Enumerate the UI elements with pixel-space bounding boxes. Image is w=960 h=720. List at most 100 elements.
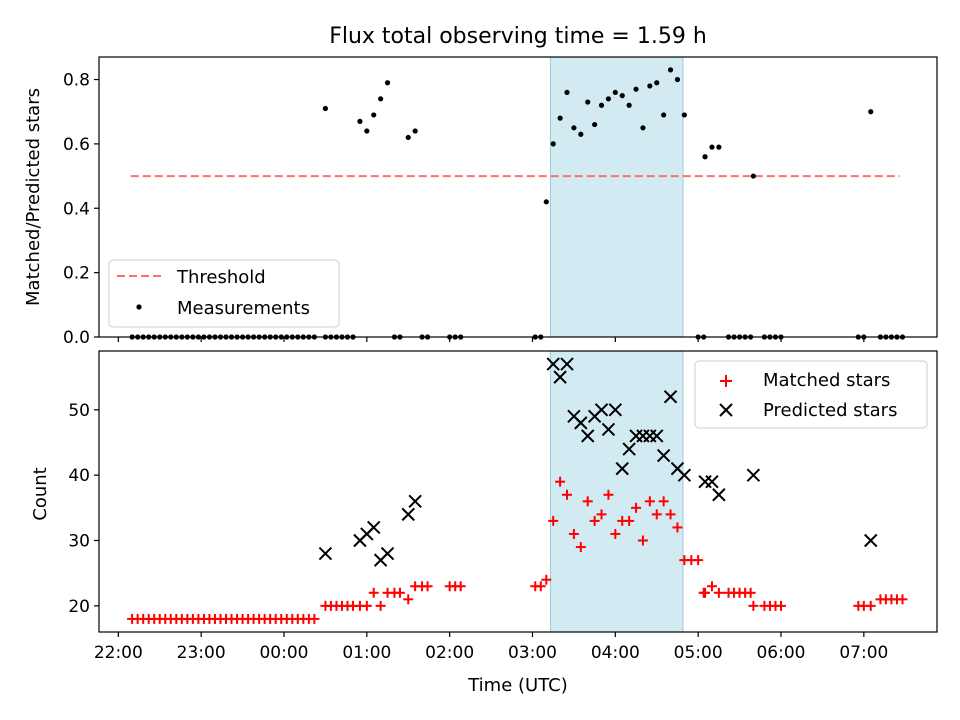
x-tick-label: 04:00 (591, 643, 640, 663)
matched-point (422, 581, 433, 592)
count-series-1 (318, 357, 878, 567)
matched-point (541, 574, 552, 585)
measurement-point (585, 99, 591, 105)
matched-point (865, 600, 876, 611)
measurement-point (633, 86, 639, 92)
matched-point (745, 587, 756, 598)
matched-point (631, 502, 642, 513)
count-plot-frame (98, 350, 938, 633)
x-tick-label: 02:00 (425, 643, 474, 663)
predicted-legend-swatch (719, 403, 733, 417)
predicted-point (401, 507, 415, 522)
matched-point (568, 528, 579, 539)
x-tick-label: 23:00 (177, 643, 226, 663)
measurements-legend-label: Measurements (177, 298, 310, 319)
measurement-point (543, 199, 549, 205)
matched-point (361, 600, 372, 611)
x-tick-label: 00:00 (259, 643, 308, 663)
ratio-legend-box (108, 259, 340, 328)
x-tick-label: 01:00 (342, 643, 391, 663)
measurement-point (592, 121, 598, 128)
measurement-point (378, 96, 384, 102)
measurement-point (716, 144, 722, 150)
predicted-point (553, 370, 567, 384)
measurement-point (868, 109, 874, 115)
measurement-point (661, 112, 667, 118)
matched-point (394, 587, 405, 598)
matched-point (658, 496, 669, 507)
matched-point (624, 515, 635, 526)
predicted-point (608, 403, 623, 417)
predicted-point (712, 488, 726, 502)
x-tick-label: 22:00 (94, 643, 143, 663)
measurement-point (405, 134, 411, 141)
ratio-shaded-region (549, 56, 684, 338)
matched-point (637, 535, 648, 546)
measurement-point (384, 80, 391, 86)
measurement-point (612, 89, 618, 96)
matched-point (375, 600, 386, 611)
matched-point (897, 594, 908, 605)
measurement-point (571, 125, 577, 131)
ratio-y-tick-label: 0.0 (63, 328, 90, 348)
x-tick-label: 03:00 (508, 643, 557, 663)
predicted-legend-label: Predicted stars (763, 400, 897, 421)
ratio-plot-frame (98, 56, 938, 338)
count-series-0 (127, 476, 908, 624)
measurement-point (647, 83, 653, 89)
matched-point (589, 515, 600, 526)
measurement-point (357, 118, 363, 124)
count-y-tick-label: 20 (68, 597, 90, 617)
predicted-point (560, 357, 574, 371)
ratio-legend: Threshold Measurements (108, 259, 340, 328)
matched-point (700, 587, 711, 598)
predicted-point (318, 546, 333, 561)
predicted-point (864, 533, 878, 548)
chart-title: Flux total observing time = 1.59 h (329, 24, 707, 49)
count-y-tick-label: 30 (68, 532, 90, 552)
measurement-point (564, 89, 570, 96)
measurement-point (598, 102, 605, 108)
predicted-point (663, 390, 678, 404)
matched-point (455, 581, 466, 592)
predicted-point (698, 474, 712, 489)
x-axis-label: Time (UTC) (467, 675, 568, 696)
matched-point (582, 496, 593, 507)
count-y-axis-label: Count (30, 467, 51, 520)
measurement-point (640, 125, 646, 131)
matched-point (665, 509, 676, 520)
count-y-tick-label: 50 (68, 401, 90, 421)
measurement-point (709, 144, 715, 150)
measurement-point (654, 80, 660, 86)
predicted-point (408, 494, 422, 509)
measurement-point (578, 131, 584, 137)
predicted-point (656, 448, 671, 463)
predicted-point (650, 429, 664, 443)
measurement-point (750, 173, 756, 179)
predicted-point (615, 461, 629, 476)
predicted-point (622, 442, 636, 456)
matched-point (555, 476, 566, 487)
matched-point (651, 509, 662, 520)
ratio-y-axis-label: Matched/Predicted stars (23, 88, 44, 306)
measurement-point (364, 128, 370, 134)
count-legend: Matched stars Predicted stars (694, 360, 928, 429)
count-shaded-region (549, 350, 684, 633)
matched-point (748, 600, 759, 611)
x-tick-label: 05:00 (674, 643, 723, 663)
count-legend-box (694, 360, 928, 429)
predicted-point (601, 422, 616, 437)
measurement-point (322, 105, 329, 112)
matched-point (309, 613, 320, 624)
measurement-point (702, 154, 708, 160)
ratio-y-tick-label: 0.4 (63, 199, 90, 219)
count-panel: 20 30 40 50 22:00 23:00 00:00 01:00 02:00 03:00 04… (30, 350, 938, 696)
predicted-point (367, 520, 381, 535)
matched-legend-swatch (720, 375, 732, 387)
ratio-y-tick-label: 0.8 (63, 71, 90, 91)
measurement-point (557, 115, 563, 121)
measurement-point (681, 112, 687, 118)
measurement-point (412, 128, 418, 134)
ratio-y-tick-label: 0.6 (63, 135, 90, 155)
